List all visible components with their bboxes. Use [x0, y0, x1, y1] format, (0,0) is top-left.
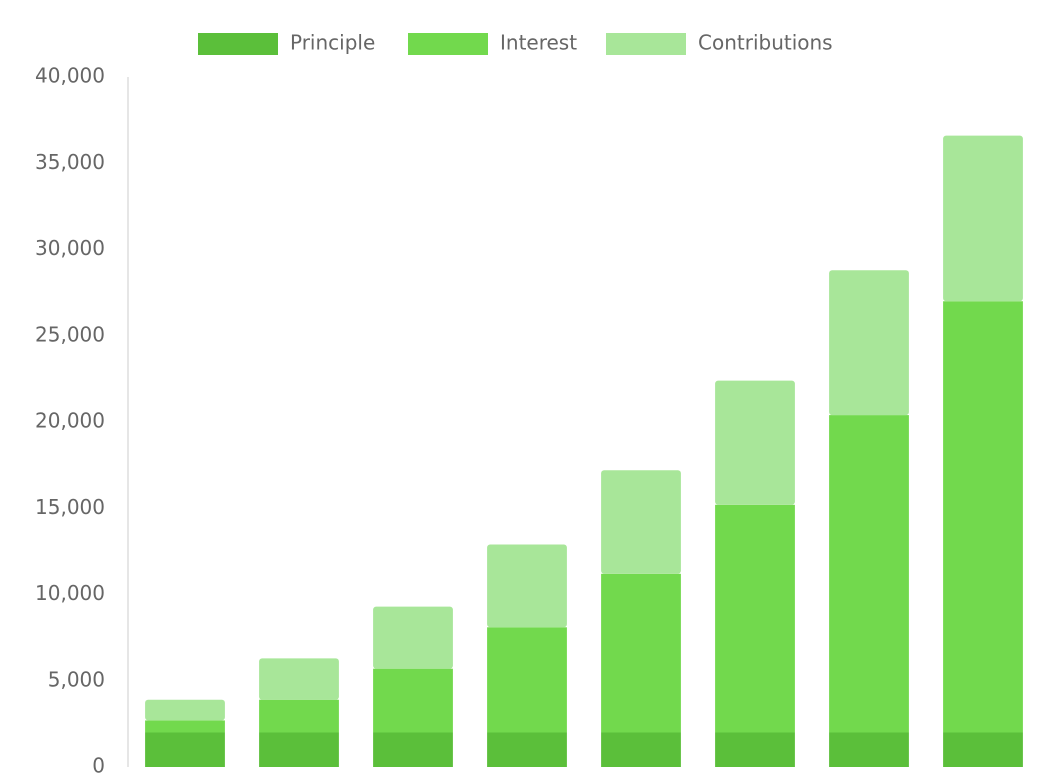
bar-segment	[943, 301, 1023, 733]
bar-segment	[145, 720, 225, 733]
bar-segment	[145, 699, 225, 721]
legend-swatch	[606, 33, 686, 55]
y-tick-label: 15,000	[35, 495, 105, 519]
bar-segment	[601, 573, 681, 733]
y-tick-label: 20,000	[35, 409, 105, 433]
y-tick-label: 10,000	[35, 581, 105, 605]
bar-segment	[373, 732, 453, 767]
y-tick-label: 5,000	[48, 667, 105, 691]
legend-swatch	[408, 33, 488, 55]
bar-segment	[601, 470, 681, 574]
bar-segment	[145, 732, 225, 767]
legend-label: Contributions	[698, 31, 833, 55]
bar-segment	[943, 732, 1023, 767]
bar-segment	[373, 606, 453, 669]
bar-segment	[259, 732, 339, 767]
y-tick-label: 35,000	[35, 150, 105, 174]
bar-segment	[373, 668, 453, 733]
bar-segment	[259, 658, 339, 700]
bar-segment	[487, 732, 567, 767]
y-tick-label: 40,000	[35, 64, 105, 88]
legend-label: Interest	[500, 31, 577, 55]
bar-segment	[829, 415, 909, 733]
y-tick-label: 0	[92, 754, 105, 778]
bar-segment	[829, 732, 909, 767]
legend-label: Principle	[290, 31, 375, 55]
y-tick-label: 30,000	[35, 236, 105, 260]
bar-segment	[715, 380, 795, 505]
y-tick-label: 25,000	[35, 322, 105, 346]
bar-segment	[715, 732, 795, 767]
bar-segment	[601, 732, 681, 767]
bar-segment	[487, 544, 567, 628]
bar-segment	[943, 135, 1023, 302]
legend-swatch	[198, 33, 278, 55]
bar-segment	[829, 270, 909, 416]
bar-segment	[715, 504, 795, 733]
bar-segment	[487, 627, 567, 733]
bar-segment	[259, 699, 339, 733]
